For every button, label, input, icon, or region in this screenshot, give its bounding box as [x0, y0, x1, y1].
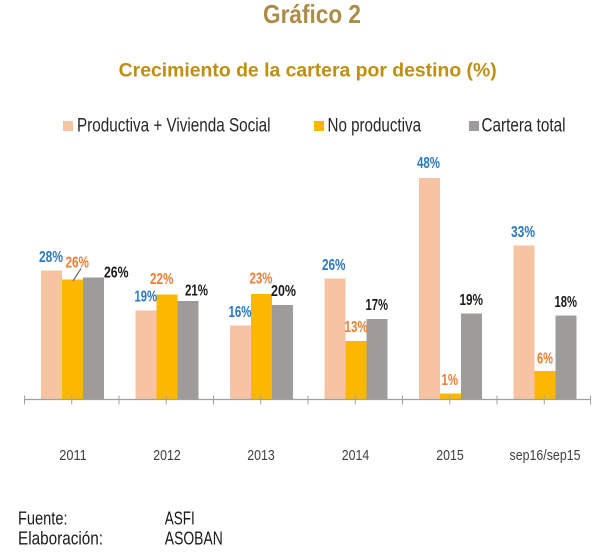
- svg-text:2013: 2013: [247, 447, 275, 464]
- svg-text:sep16/sep15: sep16/sep15: [510, 447, 581, 464]
- svg-text:21%: 21%: [185, 283, 208, 300]
- svg-text:22%: 22%: [150, 271, 174, 288]
- svg-text:6%: 6%: [537, 351, 553, 368]
- svg-text:Crecimiento de la cartera por: Crecimiento de la cartera por destino (%…: [119, 61, 497, 82]
- svg-text:19%: 19%: [135, 289, 158, 306]
- svg-text:20%: 20%: [271, 283, 296, 300]
- svg-text:26%: 26%: [104, 265, 129, 282]
- svg-text:No productiva: No productiva: [328, 116, 422, 137]
- svg-text:Cartera total: Cartera total: [482, 116, 566, 137]
- svg-text:48%: 48%: [417, 155, 440, 172]
- svg-text:Gráfico 2: Gráfico 2: [263, 0, 361, 29]
- svg-text:2012: 2012: [153, 447, 181, 464]
- svg-text:2015: 2015: [436, 447, 464, 464]
- svg-text:2011: 2011: [59, 447, 87, 464]
- svg-text:17%: 17%: [366, 297, 389, 314]
- svg-text:19%: 19%: [460, 292, 484, 309]
- svg-text:33%: 33%: [511, 224, 535, 241]
- svg-text:ASOBAN: ASOBAN: [165, 529, 223, 549]
- svg-text:26%: 26%: [66, 255, 90, 272]
- svg-text:ASFI: ASFI: [165, 509, 195, 529]
- svg-text:26%: 26%: [322, 257, 346, 274]
- svg-text:2014: 2014: [342, 447, 370, 464]
- svg-text:23%: 23%: [250, 271, 273, 288]
- svg-text:28%: 28%: [39, 249, 63, 266]
- svg-text:1%: 1%: [442, 372, 459, 389]
- svg-text:18%: 18%: [555, 294, 578, 311]
- svg-text:13%: 13%: [345, 319, 368, 336]
- svg-text:Productiva + Vivienda Social: Productiva + Vivienda Social: [77, 116, 271, 137]
- svg-text:Elaboración:: Elaboración:: [18, 529, 103, 549]
- svg-text:Fuente:: Fuente:: [18, 509, 68, 529]
- svg-text:16%: 16%: [229, 304, 252, 321]
